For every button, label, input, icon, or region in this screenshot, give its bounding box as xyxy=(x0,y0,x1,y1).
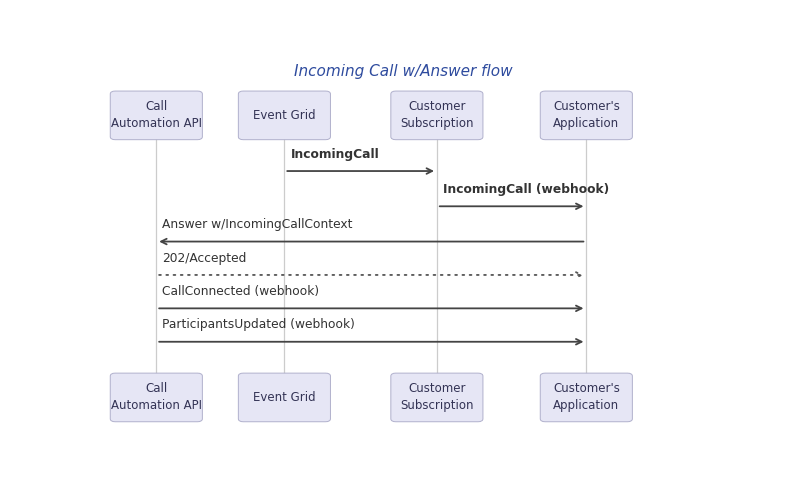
FancyBboxPatch shape xyxy=(110,91,202,140)
FancyBboxPatch shape xyxy=(391,373,483,422)
Text: 202/Accepted: 202/Accepted xyxy=(162,252,247,265)
Text: IncomingCall (webhook): IncomingCall (webhook) xyxy=(443,183,609,196)
Text: Answer w/IncomingCallContext: Answer w/IncomingCallContext xyxy=(162,218,353,231)
FancyBboxPatch shape xyxy=(238,373,331,422)
Text: Customer's
Application: Customer's Application xyxy=(553,382,619,413)
Text: Call
Automation API: Call Automation API xyxy=(111,382,201,413)
Text: Event Grid: Event Grid xyxy=(253,391,316,404)
Text: IncomingCall: IncomingCall xyxy=(290,147,379,161)
Text: ParticipantsUpdated (webhook): ParticipantsUpdated (webhook) xyxy=(162,319,355,331)
FancyBboxPatch shape xyxy=(540,91,633,140)
Text: Event Grid: Event Grid xyxy=(253,109,316,122)
FancyBboxPatch shape xyxy=(540,373,633,422)
FancyBboxPatch shape xyxy=(238,91,331,140)
Text: CallConnected (webhook): CallConnected (webhook) xyxy=(162,285,320,298)
Text: Call
Automation API: Call Automation API xyxy=(111,100,201,130)
Text: Customer
Subscription: Customer Subscription xyxy=(400,382,474,413)
Text: Customer
Subscription: Customer Subscription xyxy=(400,100,474,130)
Text: Incoming Call w/Answer flow: Incoming Call w/Answer flow xyxy=(294,65,512,80)
Text: Customer's
Application: Customer's Application xyxy=(553,100,619,130)
FancyBboxPatch shape xyxy=(110,373,202,422)
FancyBboxPatch shape xyxy=(391,91,483,140)
